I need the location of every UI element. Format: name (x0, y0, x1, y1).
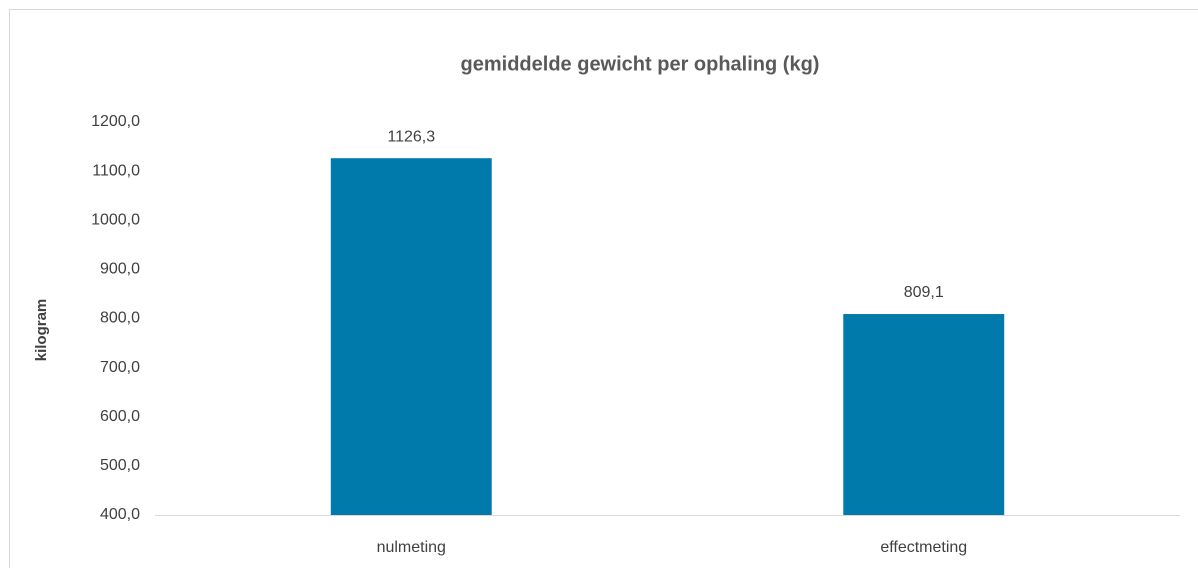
y-tick-label: 700,0 (100, 359, 140, 376)
y-tick-label: 1000,0 (91, 211, 140, 228)
x-tick-label: nulmeting (377, 539, 446, 556)
data-label: 1126,3 (387, 128, 435, 145)
y-tick-label: 500,0 (100, 457, 140, 474)
y-tick-label: 1200,0 (91, 113, 140, 130)
y-tick-label: 1100,0 (92, 162, 140, 179)
chart-border (9, 9, 1198, 568)
bar (843, 314, 1005, 515)
y-tick-label: 600,0 (100, 408, 140, 425)
y-tick-label: 900,0 (100, 261, 140, 278)
x-tick-label: effectmeting (880, 539, 967, 556)
chart-title: gemiddelde gewicht per ophaling (kg) (461, 53, 820, 75)
y-tick-label: 400,0 (100, 506, 140, 523)
bar (330, 158, 492, 515)
y-tick-label: 800,0 (100, 310, 140, 327)
data-label: 809,1 (904, 284, 944, 301)
y-axis-label: kilogram (33, 299, 50, 362)
